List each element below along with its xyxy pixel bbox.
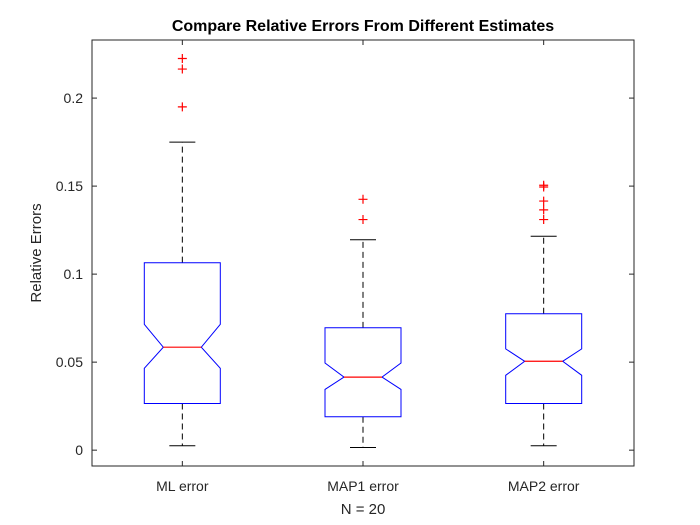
y-tick-label: 0.1 [64, 266, 84, 282]
outlier-marker [539, 205, 549, 215]
y-tick-label: 0.2 [64, 90, 84, 106]
x-tick-label: MAP1 error [327, 478, 399, 494]
notched-box [505, 313, 583, 404]
outlier-marker [177, 64, 187, 74]
chart-marks: 0 0.05 0.1 0.15 0.2 ML error MAP1 error MAP2 er… [56, 40, 634, 494]
y-tick-label: 0.15 [56, 178, 83, 194]
x-axis-label: N = 20 [341, 501, 386, 518]
y-tick-label: 0.05 [56, 354, 83, 370]
outlier-marker [539, 215, 549, 225]
x-tick-label: MAP2 error [508, 478, 580, 494]
outlier-marker [358, 215, 368, 225]
notched-box [324, 327, 402, 418]
outlier-marker [539, 196, 549, 206]
outlier-marker [539, 180, 549, 190]
outlier-marker [358, 194, 368, 204]
outlier-marker [177, 53, 187, 63]
y-tick-label: 0 [75, 442, 83, 458]
notched-box [143, 262, 221, 404]
y-axis-label: Relative Errors [28, 203, 45, 302]
x-tick-label: ML error [156, 478, 209, 494]
chart-title: Compare Relative Errors From Different E… [172, 18, 554, 35]
outlier-marker [177, 102, 187, 112]
